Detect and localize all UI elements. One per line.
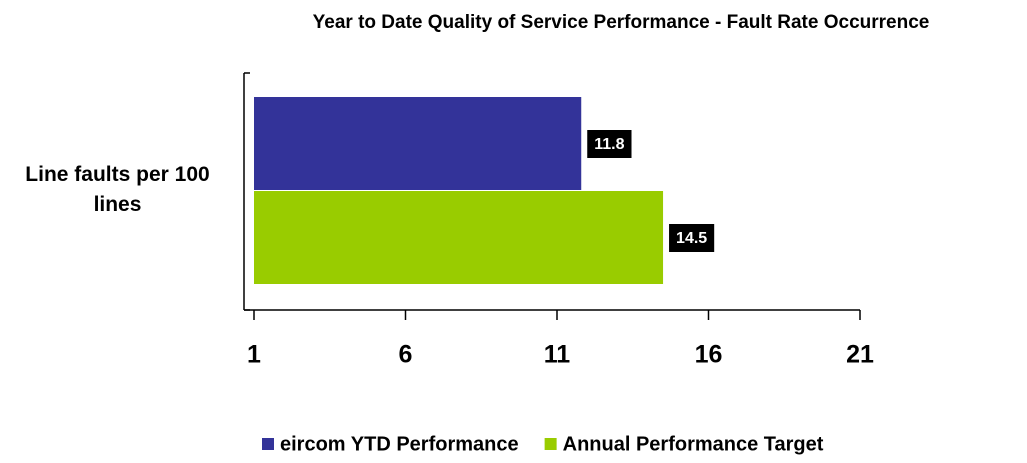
legend-swatch: [544, 438, 557, 450]
x-tick-label: 6: [399, 341, 413, 369]
x-tick-label: 16: [695, 341, 723, 369]
data-label: 11.8: [594, 136, 624, 153]
bar: [254, 191, 664, 284]
bar: [254, 97, 582, 190]
data-label-box: [669, 224, 715, 252]
x-tick-label: 21: [846, 341, 874, 369]
chart-title: Year to Date Quality of Service Performa…: [313, 12, 930, 33]
x-tick-label: 11: [544, 341, 571, 369]
x-tick-label: 1: [247, 341, 261, 369]
legend-label: Annual Performance Target: [563, 433, 824, 455]
legend-label: eircom YTD Performance: [280, 433, 519, 455]
data-label: 14.5: [676, 230, 707, 247]
data-label-box: [587, 130, 632, 158]
category-label: Line faults per 100 lines: [25, 163, 210, 216]
legend-swatch: [262, 438, 274, 450]
